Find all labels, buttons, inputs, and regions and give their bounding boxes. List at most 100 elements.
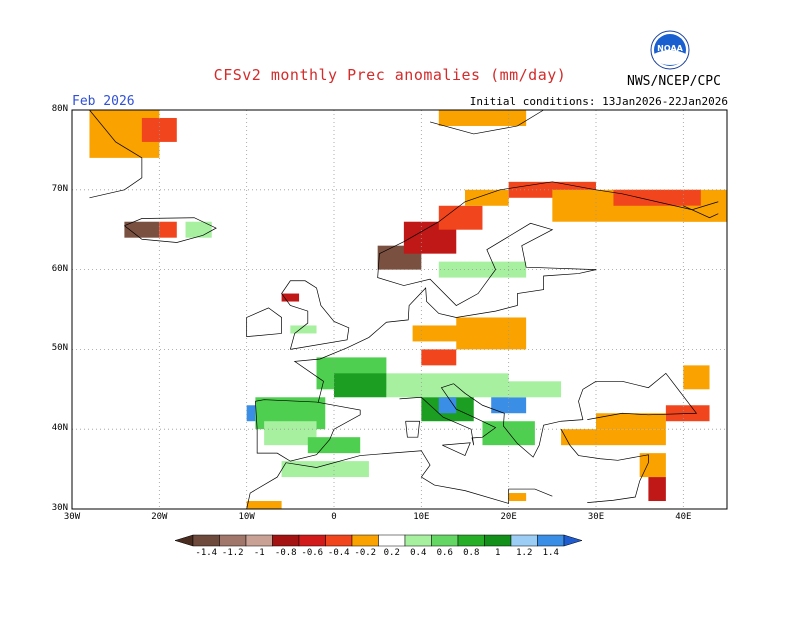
coastline [453, 381, 597, 458]
forecast-month: Feb 2026 [72, 94, 135, 109]
colorbar-swatch [219, 534, 247, 547]
lon-tick-label: 40E [675, 512, 692, 522]
agency-label: NWS/NCEP/CPC [627, 74, 721, 89]
anomaly-cell [438, 110, 527, 126]
coastline [405, 420, 420, 438]
colorbar-swatch [192, 534, 220, 547]
anomaly-cell [508, 381, 562, 398]
lon-tick-label: 0 [331, 512, 337, 522]
colorbar-swatch [351, 534, 379, 547]
lat-tick-label: 30N [51, 503, 68, 513]
anomaly-cell [438, 261, 527, 278]
anomaly-cell [334, 373, 387, 398]
anomaly-cell [482, 421, 535, 446]
colorbar-swatch [404, 534, 432, 547]
lon-tick-label: 20E [500, 512, 517, 522]
colorbar-tick-label: 1.2 [516, 548, 533, 558]
map-frame [71, 109, 728, 510]
colorbar-swatch [325, 534, 353, 547]
colorbar-swatch [431, 534, 459, 547]
anomaly-cell [386, 373, 509, 398]
colorbar-tick-label: 0.4 [410, 548, 427, 558]
grid-lines [71, 109, 727, 510]
coastline [377, 181, 719, 306]
anomaly-cell [596, 413, 666, 430]
lon-tick-label: 30E [587, 512, 605, 522]
noaa-logo-text: NOAA [657, 44, 683, 53]
anomaly-cell [508, 493, 527, 502]
lat-tick-label: 70N [51, 183, 68, 194]
coastline [560, 429, 649, 503]
colorbar-swatch [245, 534, 273, 547]
anomaly-cell [412, 325, 465, 342]
lat-tick-label: 50N [51, 343, 68, 354]
anomaly-cells [89, 110, 727, 509]
colorbar-tick-label: -0.4 [327, 548, 350, 558]
anomaly-cell [491, 397, 527, 414]
anomaly-cell [683, 205, 727, 222]
colorbar-tick-label: 0.2 [383, 548, 400, 558]
anomaly-cell [246, 405, 256, 422]
anomaly-cell [438, 397, 457, 414]
greenland-dry-strong [141, 117, 177, 142]
colorbar-swatch [378, 534, 406, 547]
anomaly-cell [465, 189, 509, 206]
coastlines [89, 109, 719, 510]
lon-tick-label: 30W [63, 512, 81, 522]
anomaly-cell [124, 221, 160, 238]
colorbar-tick-label: -0.2 [354, 548, 377, 558]
coastline [246, 450, 553, 510]
colorbar-tick-label: 1 [495, 548, 501, 558]
colorbar-tick-label: 1.4 [542, 548, 559, 558]
coastline [429, 109, 544, 135]
lon-tick-label: 10W [238, 512, 255, 522]
colorbar-tick-label: 0.6 [436, 548, 453, 558]
anomaly-cell [683, 365, 710, 390]
lon-tick-label: 20W [151, 512, 168, 522]
colorbar-swatch [484, 534, 512, 547]
anomaly-cell [281, 293, 300, 302]
map-title: CFSv2 monthly Prec anomalies (mm/day) [213, 66, 567, 84]
colorbar-tick-label: -1.2 [221, 548, 244, 558]
colorbar-high-arrow [563, 534, 583, 547]
anomaly-cell [613, 189, 701, 206]
coastline [246, 307, 282, 338]
lat-tick-label: 60N [51, 263, 68, 274]
colorbar-swatch [537, 534, 565, 547]
lat-tick-label: 40N [51, 423, 68, 434]
initial-conditions: Initial conditions: 13Jan2026-22Jan2026 [469, 95, 728, 108]
colorbar-swatch [510, 534, 538, 547]
anomaly-cell [456, 317, 527, 350]
coastline [89, 109, 143, 199]
lat-tick-label: 80N [51, 104, 68, 114]
coastline [281, 280, 350, 350]
coastline [683, 205, 719, 219]
colorbar-swatch [457, 534, 485, 547]
anomaly-cell [264, 421, 317, 446]
anomaly-cell [561, 429, 666, 446]
coastline [124, 217, 217, 243]
colorbar-tick-label: 0.8 [463, 548, 480, 558]
noaa-logo-icon: NOAA [650, 30, 690, 70]
colorbar-tick-label: -1 [253, 548, 265, 558]
colorbar-tick-label: -1.4 [195, 548, 218, 558]
anomaly-cell [438, 205, 483, 230]
coastline [442, 442, 471, 457]
colorbar-swatch [272, 534, 300, 547]
anomaly-cell [421, 349, 457, 366]
anomaly-cell [639, 453, 666, 478]
colorbar [174, 534, 583, 547]
coastline [587, 372, 698, 420]
colorbar-tick-label: -0.6 [301, 548, 324, 558]
colorbar-swatch [298, 534, 326, 547]
anomaly-cell [246, 501, 282, 509]
colorbar-low-arrow [174, 534, 194, 547]
anomaly-cell [281, 461, 369, 478]
anomaly-cell [159, 221, 177, 238]
coastline [293, 269, 597, 403]
anomaly-cell [648, 477, 666, 502]
colorbar-tick-label: -0.8 [274, 548, 297, 558]
anomaly-cell [290, 325, 317, 334]
coastline [255, 399, 361, 462]
